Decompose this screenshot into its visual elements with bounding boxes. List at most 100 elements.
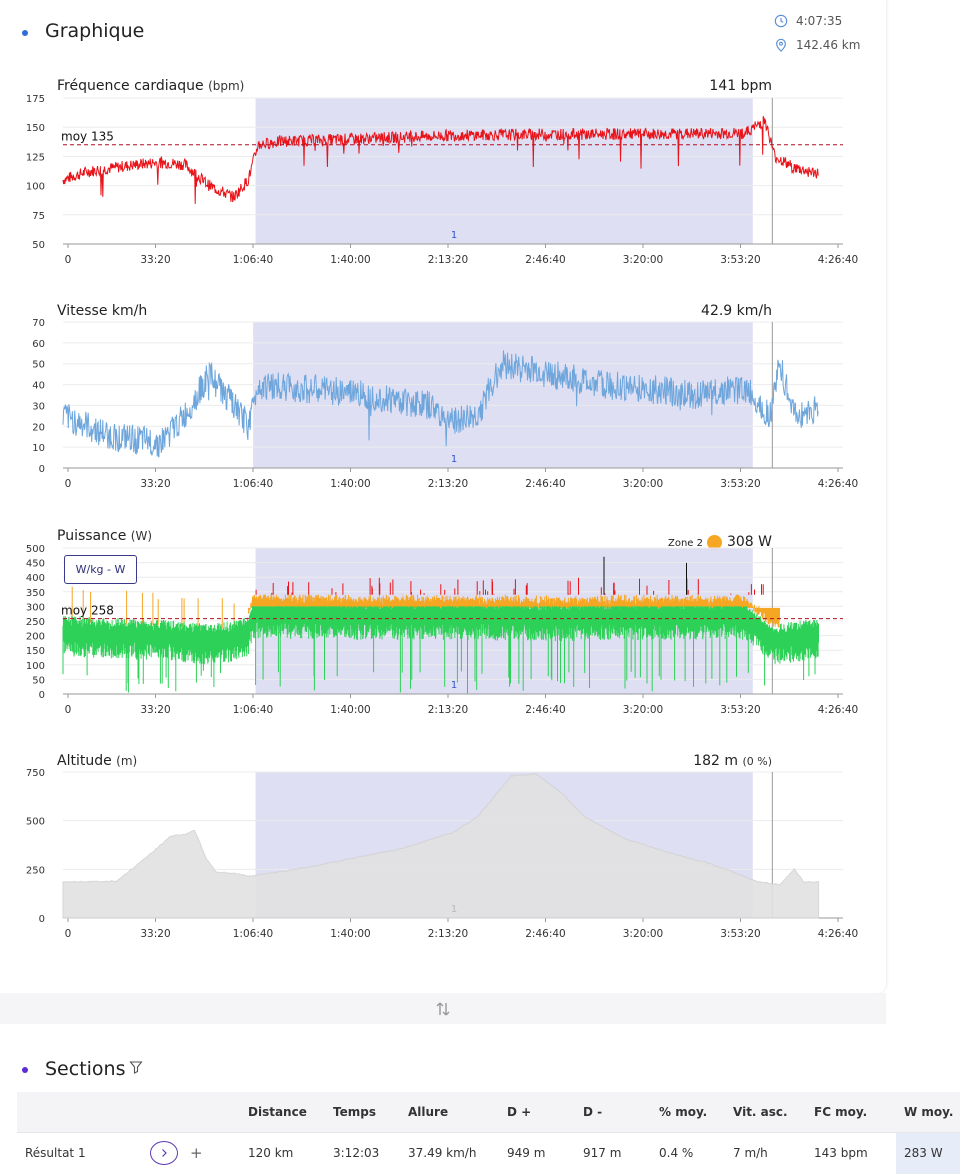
x-tick-label: 1:40:00 [330,704,370,716]
x-tick-label: 1:06:40 [233,254,273,266]
lap-number-label: 1 [451,454,457,465]
col-w[interactable]: W moy. [896,1092,960,1132]
y-tick-label: 50 [32,360,45,371]
col-actions [150,1092,248,1132]
y-tick-label: 250 [26,617,45,628]
power-chart[interactable]: 0 50 100 150 200 250 300 350 400 450 500 0 33:20 1:06… [0,540,860,720]
x-tick-label: 2:13:20 [428,478,468,490]
x-tick-label: 0 [65,928,72,940]
x-tick-label: 2:13:20 [428,254,468,266]
power-chart-title: Puissance (W) [57,528,152,544]
x-tick-label: 2:46:40 [525,254,565,266]
row-pct: 0.4 % [659,1131,733,1174]
col-pct[interactable]: % moy. [659,1092,733,1132]
y-tick-label: 125 [26,152,45,163]
y-tick-label: 30 [32,401,45,412]
zone-indicator-dot [706,534,722,550]
expand-row-button[interactable] [150,1141,178,1166]
x-tick-label: 3:20:00 [623,928,663,940]
x-tick-label: 3:53:20 [720,704,760,716]
altitude-current-value: 182 m (0 %) [693,753,772,769]
y-tick-label: 60 [32,339,45,350]
row-allure: 37.49 km/h [408,1131,507,1174]
row-d-minus: 917 m [583,1131,659,1174]
lap-region [255,98,753,244]
x-tick-label: 3:53:20 [720,928,760,940]
power-current-value: Zone 2 308 W [667,534,772,550]
x-tick-label: 1:06:40 [233,704,273,716]
panel-resize-handle[interactable] [0,993,886,1024]
lap-number-label: 1 [451,680,457,691]
row-vit-asc: 7 m/h [733,1131,814,1174]
x-tick-label: 1:40:00 [330,928,370,940]
speed-chart-title: Vitesse km/h [57,303,148,319]
heart-rate-chart[interactable]: 50 75 100 125 150 175 0 33:20 1:06:40 1:40:00 2:13… [0,90,860,270]
y-tick-label: 40 [32,381,45,392]
x-tick-label: 33:20 [140,704,170,716]
average-label: moy 135 [61,130,114,144]
y-tick-label: 750 [26,768,45,779]
summary-duration-value: 4:07:35 [796,14,843,28]
altitude-chart-title: Altitude (m) [57,753,138,769]
y-tick-label: 175 [26,94,45,105]
y-tick-label: 500 [26,817,45,828]
lap-number-label: 1 [451,230,457,241]
x-tick-label: 2:46:40 [525,928,565,940]
x-tick-label: 1:06:40 [233,928,273,940]
y-tick-label: 50 [32,675,45,686]
col-vit-asc[interactable]: Vit. asc. [733,1092,814,1132]
y-tick-label: 50 [32,240,45,251]
average-label: moy 258 [61,604,114,618]
x-tick-label: 3:20:00 [623,478,663,490]
y-tick-label: 300 [26,602,45,613]
filter-icon[interactable] [129,1060,143,1074]
row-actions: + [150,1131,248,1174]
y-tick-label: 350 [26,588,45,599]
swap-vertical-icon [436,1002,450,1015]
col-fc[interactable]: FC moy. [814,1092,896,1132]
y-tick-label: 0 [39,914,45,925]
col-temps[interactable]: Temps [333,1092,408,1132]
altitude-area [62,772,820,919]
table-row[interactable]: Résultat 1 + 120 km 3:12:03 37.49 km/h 9… [17,1131,960,1174]
y-tick-label: 200 [26,632,45,643]
altitude-chart[interactable]: 0 250 500 750 0 33:20 1:06:40 1:40:00 2:13:20 2:4… [0,764,860,944]
y-tick-label: 450 [26,559,45,570]
x-tick-label: 1:40:00 [330,478,370,490]
speed-chart[interactable]: 0 10 20 30 40 50 60 70 0 33:20 1:06:40 1:40:00 2:13:… [0,314,860,494]
sections-title: Sections [45,1058,126,1080]
summary-distance-value: 142.46 km [796,38,861,52]
col-d-plus[interactable]: D + [507,1092,583,1132]
col-name [17,1092,150,1132]
wkg-toggle-button[interactable]: W/kg - W [64,555,137,584]
y-tick-label: 150 [26,646,45,657]
col-allure[interactable]: Allure [408,1092,507,1132]
add-button[interactable]: + [190,1144,203,1163]
power-zone3-bars [255,577,764,595]
y-tick-label: 70 [32,318,45,329]
x-tick-label: 0 [65,704,72,716]
x-tick-label: 3:53:20 [720,254,760,266]
row-name: Résultat 1 [17,1131,150,1174]
x-tick-label: 2:46:40 [525,478,565,490]
graph-panel: Graphique 4:07:35 142.46 km Fréquence ca… [0,14,861,944]
hr-current-value: 141 bpm [709,78,772,94]
x-tick-label: 2:46:40 [525,704,565,716]
col-distance[interactable]: Distance [248,1092,333,1132]
y-tick-label: 150 [26,123,45,134]
x-tick-label: 4:26:40 [818,254,858,266]
y-tick-label: 75 [32,211,45,222]
y-tick-label: 400 [26,573,45,584]
col-d-minus[interactable]: D - [583,1092,659,1132]
row-temps: 3:12:03 [333,1131,408,1174]
x-tick-label: 0 [65,254,72,266]
y-tick-label: 100 [26,182,45,193]
x-tick-label: 33:20 [140,478,170,490]
y-tick-label: 0 [39,464,45,475]
x-tick-label: 4:26:40 [818,928,858,940]
x-tick-label: 0 [65,478,72,490]
y-tick-label: 500 [26,544,45,555]
power-series-zone3 [255,556,764,595]
lap-number-label: 1 [451,904,457,915]
row-w: 283 W [896,1131,960,1174]
